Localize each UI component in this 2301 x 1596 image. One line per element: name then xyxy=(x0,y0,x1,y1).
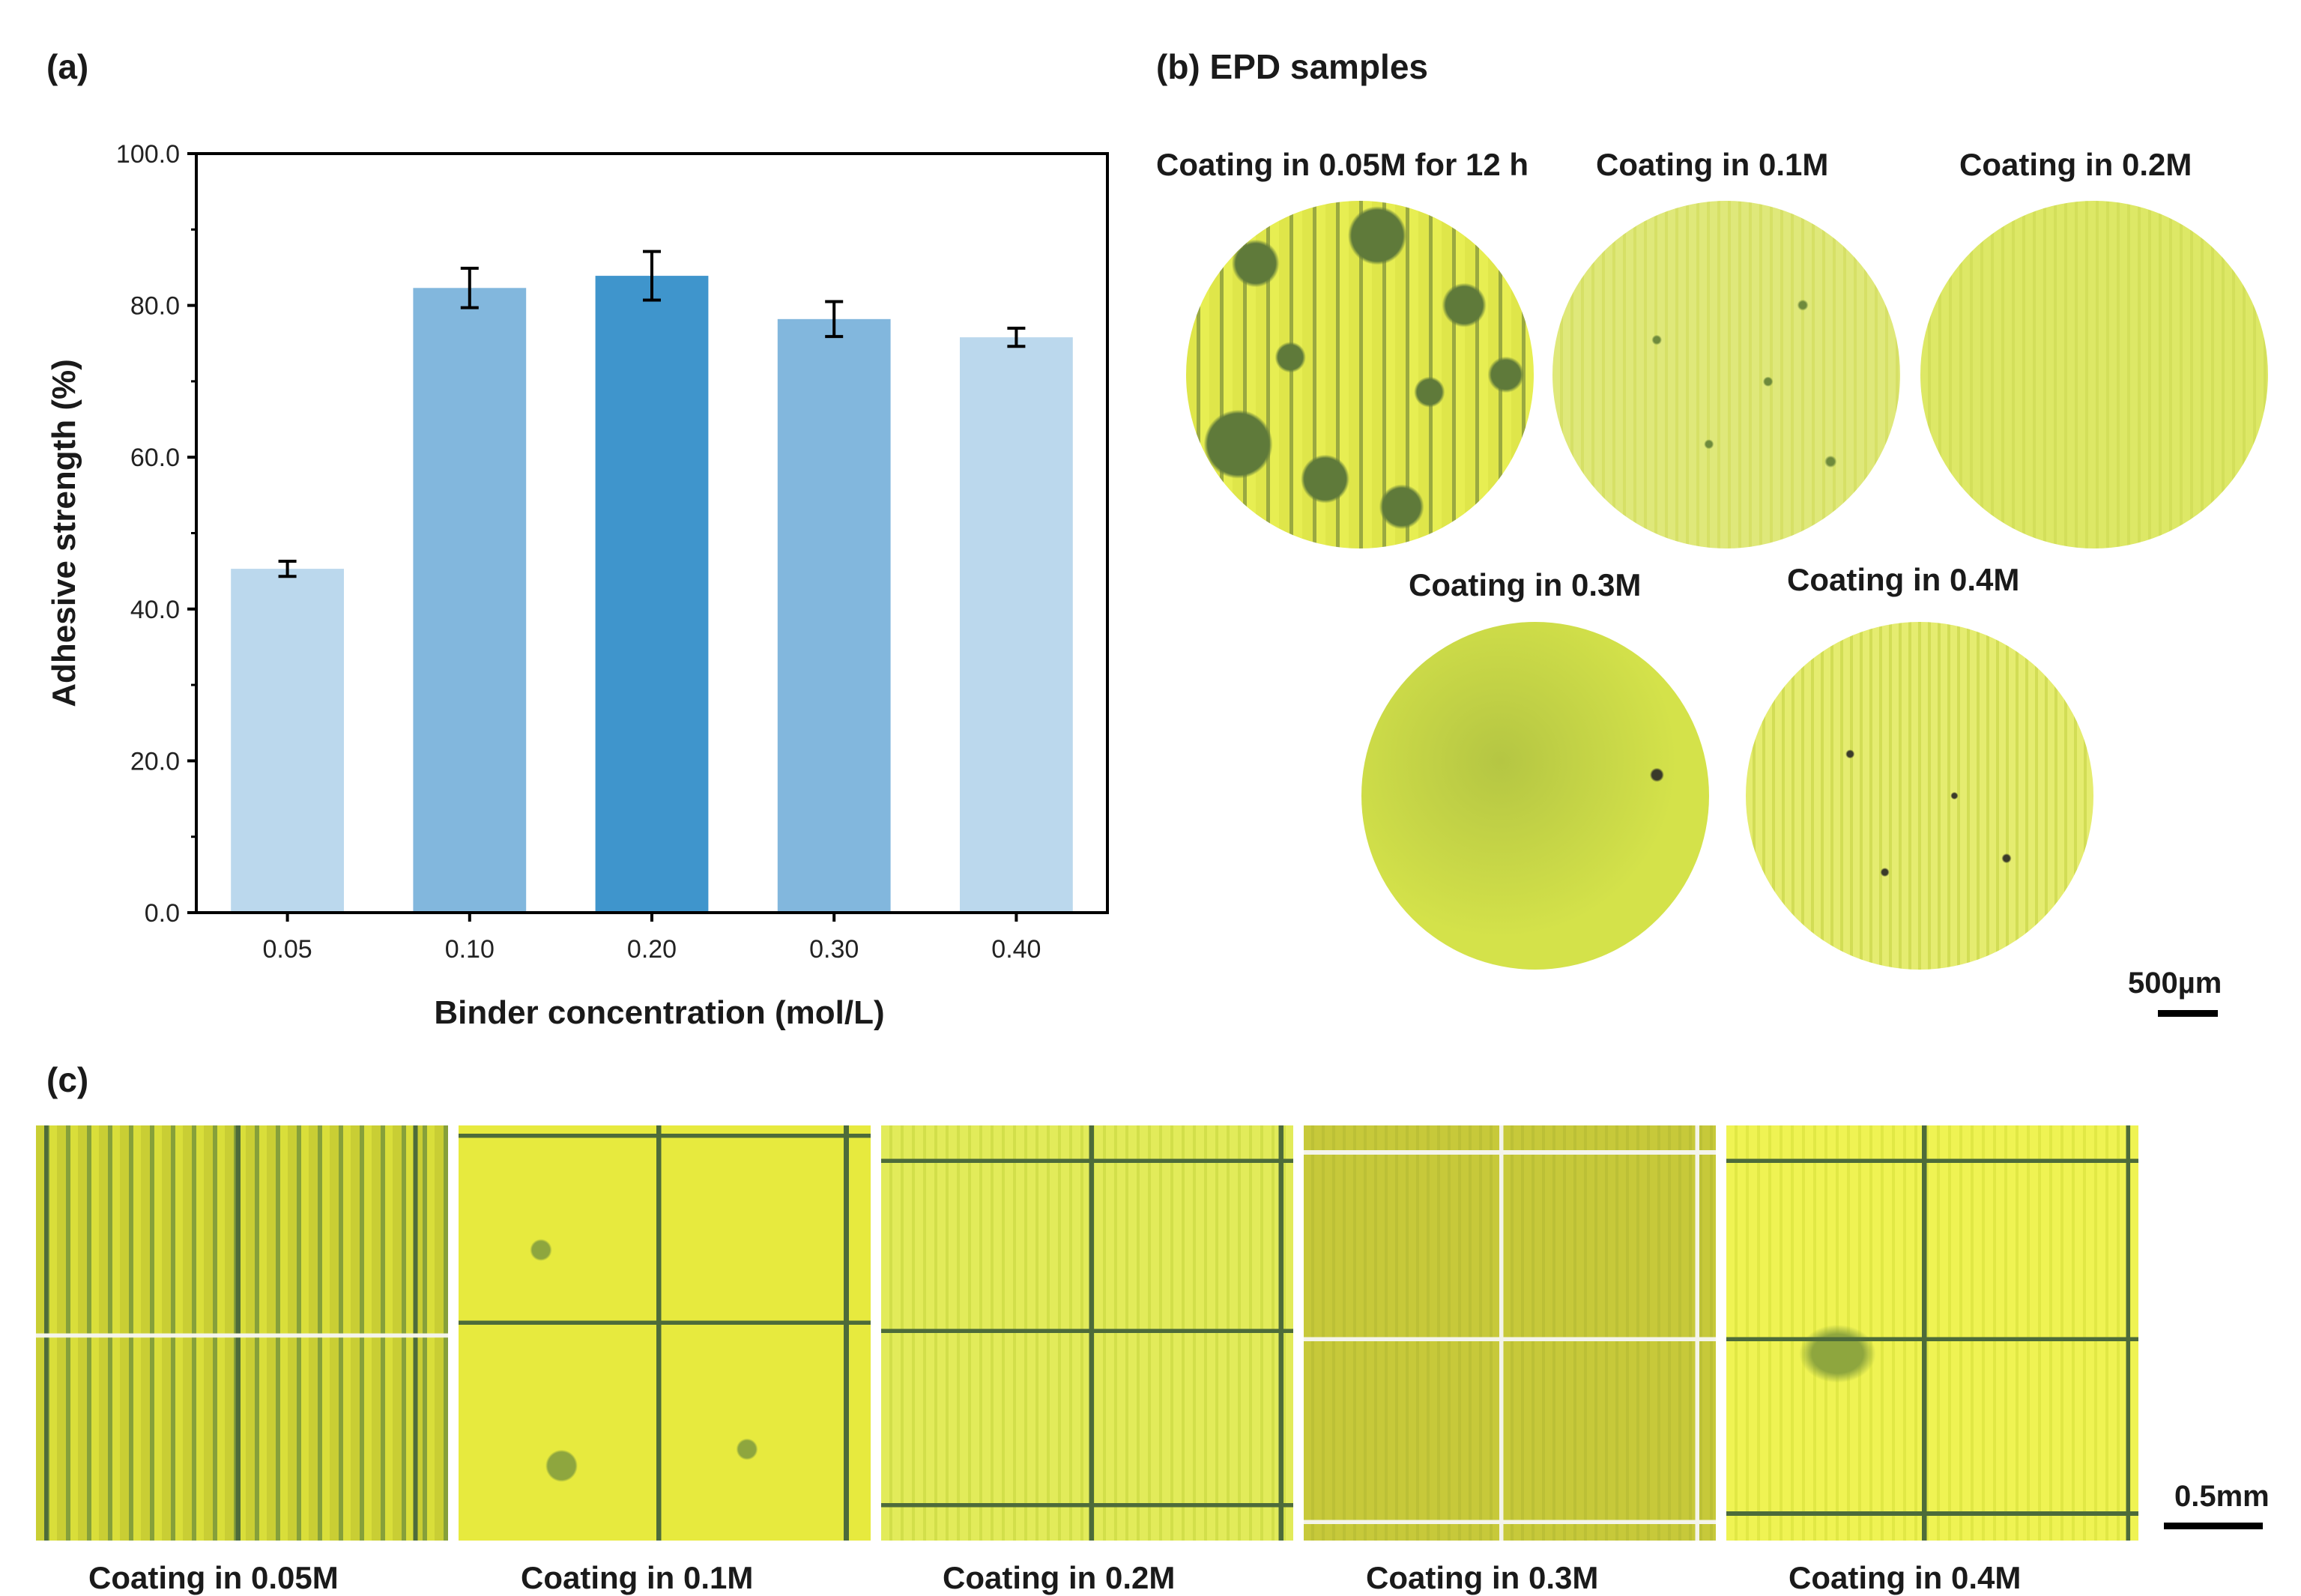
y-tick-label: 20.0 xyxy=(130,747,180,776)
epd-sample-image-0.1M xyxy=(1552,201,1900,548)
x-tick-label: 0.20 xyxy=(627,935,677,964)
epd-sample-image-0.2M xyxy=(1920,201,2268,548)
epd-caption-1: Coating in 0.1M xyxy=(1596,147,1829,182)
crosshatch-image-0.1M xyxy=(459,1125,871,1541)
crosshatch-caption-2: Coating in 0.2M xyxy=(943,1560,1176,1595)
x-tick-label: 0.05 xyxy=(263,935,312,964)
epd-caption-4: Coating in 0.4M xyxy=(1787,562,2020,597)
y-tick-label: 60.0 xyxy=(130,444,180,472)
epd-sample-image-0.05M xyxy=(1186,201,1534,548)
crosshatch-caption-1: Coating in 0.1M xyxy=(521,1560,754,1595)
crosshatch-scale-bar-label: 0.5mm xyxy=(2174,1480,2270,1513)
crosshatch-caption-0: Coating in 0.05M xyxy=(88,1560,339,1595)
epd-scale-bar xyxy=(2158,1010,2218,1017)
epd-sample-image-0.3M xyxy=(1361,622,1709,970)
crosshatch-image-0.2M xyxy=(881,1125,1293,1541)
y-tick-label: 40.0 xyxy=(130,596,180,624)
panel-a-label: (a) xyxy=(46,47,89,86)
bar xyxy=(231,569,344,911)
x-tick-label: 0.10 xyxy=(445,935,495,964)
epd-sample-image-0.4M xyxy=(1746,622,2093,970)
crosshatch-image-0.3M xyxy=(1304,1125,1716,1541)
bar xyxy=(960,337,1073,911)
crosshatch-image-0.05M xyxy=(36,1125,448,1541)
x-tick-label: 0.30 xyxy=(809,935,859,964)
adhesive-strength-bar-chart: 0.0 20.0 40.0 60.0 80.0 100.0 0.05 0.10 0.20 0.30… xyxy=(46,140,1109,1031)
crosshatch-image-0.4M xyxy=(1726,1125,2138,1541)
panel-b-label: (b) EPD samples xyxy=(1156,47,1428,86)
bar xyxy=(595,276,709,911)
y-tick-label: 80.0 xyxy=(130,292,180,321)
bar xyxy=(413,288,527,911)
epd-caption-0: Coating in 0.05M for 12 h xyxy=(1156,147,1529,182)
crosshatch-caption-3: Coating in 0.3M xyxy=(1366,1560,1599,1595)
bar xyxy=(777,318,891,912)
epd-caption-2: Coating in 0.2M xyxy=(1959,147,2192,182)
x-tick-label: 0.40 xyxy=(991,935,1041,964)
panel-c-label: (c) xyxy=(46,1060,89,1099)
epd-scale-bar-label: 500µm xyxy=(2128,967,2222,1000)
crosshatch-scale-bar xyxy=(2164,1523,2263,1529)
epd-caption-3: Coating in 0.3M xyxy=(1409,567,1642,602)
x-axis-label: Binder concentration (mol/L) xyxy=(434,994,884,1031)
y-tick-label: 0.0 xyxy=(145,899,180,928)
crosshatch-caption-4: Coating in 0.4M xyxy=(1789,1560,2022,1595)
y-axis-label: Adhesive strength (%) xyxy=(46,359,82,707)
y-tick-label: 100.0 xyxy=(116,140,180,169)
